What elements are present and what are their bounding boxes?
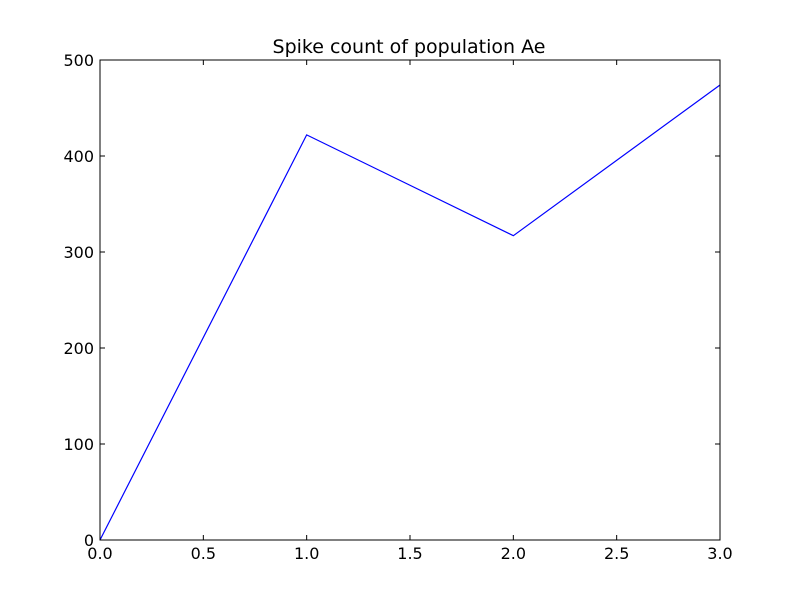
x-tick-label: 0.0	[87, 544, 112, 563]
x-tick-label: 2.0	[501, 544, 526, 563]
y-tick-label: 300	[63, 243, 94, 262]
series-line-0	[99, 84, 721, 541]
x-tick-label: 1.5	[397, 544, 422, 563]
x-axis: 0.0 0.5 1.0 1.5 2.0 2.5 3.0	[87, 60, 733, 563]
y-axis: 0 100 200 300 400 500	[63, 51, 720, 550]
y-tick-label: 100	[63, 435, 94, 454]
x-tick-label: 2.5	[604, 544, 629, 563]
x-tick-label: 1.0	[294, 544, 319, 563]
chart-title: Spike count of population Ae	[273, 36, 546, 58]
y-tick-label: 0	[84, 531, 94, 550]
x-tick-label: 0.5	[191, 544, 216, 563]
y-tick-label: 500	[63, 51, 94, 70]
y-tick-label: 400	[63, 147, 94, 166]
plot-area	[99, 84, 721, 541]
y-tick-label: 200	[63, 339, 94, 358]
x-tick-label: 3.0	[707, 544, 732, 563]
